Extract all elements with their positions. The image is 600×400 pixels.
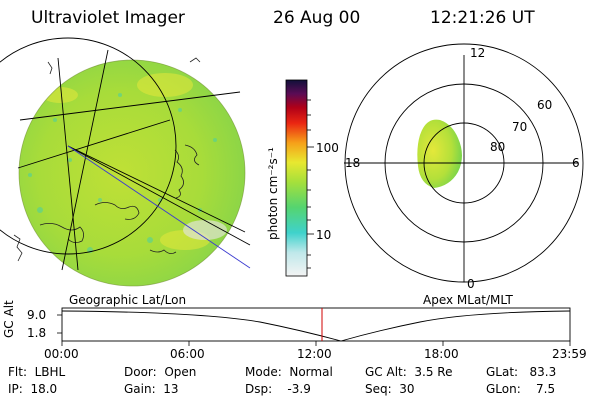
time-tick-0000: 00:00 <box>44 347 79 361</box>
apex-panel-label: Apex MLat/MLT <box>423 293 513 307</box>
altitude-strip <box>57 307 571 346</box>
colorbar-tick-100: 100 <box>316 141 339 155</box>
mlt-label-12: 12 <box>470 46 486 60</box>
dsp-info: Dsp: -3.9 <box>245 382 311 396</box>
mlt-label-6: 6 <box>572 156 580 170</box>
time-tick-1200: 12:00 <box>297 347 332 361</box>
seq-info: Seq: 30 <box>365 382 415 396</box>
colorbar-tick-10: 10 <box>316 228 332 242</box>
mlt-label-18: 18 <box>345 156 361 170</box>
glat-info: GLat: 83.3 <box>486 365 557 379</box>
mlt-label-0: 0 <box>467 277 475 291</box>
gc-alt-info: GC Alt: 3.5 Re <box>365 365 453 379</box>
alt-tick-9: 9.0 <box>27 308 47 322</box>
gain-info: Gain: 13 <box>124 382 179 396</box>
gc-alt-axis-label: GC Alt <box>2 300 16 338</box>
time-tick-1800: 18:00 <box>424 347 459 361</box>
geographic-panel-label: Geographic Lat/Lon <box>69 293 187 307</box>
time-tick-0600: 06:00 <box>170 347 205 361</box>
flt-info: Flt: LBHL <box>8 365 66 379</box>
glon-info: GLon: 7.5 <box>486 382 556 396</box>
alt-tick-1-8: 1.8 <box>27 326 47 340</box>
lat-label-60: 60 <box>537 98 553 112</box>
colorbar-unit-label: photon cm⁻²s⁻¹ <box>266 147 280 240</box>
mode-info: Mode: Normal <box>245 365 333 379</box>
polar-plot <box>344 43 584 283</box>
instrument-title: Ultraviolet Imager <box>31 8 185 28</box>
time-tick-2359: 23:59 <box>552 347 587 361</box>
earth-image <box>0 37 251 287</box>
lat-label-70: 70 <box>512 120 528 134</box>
door-info: Door: Open <box>124 365 197 379</box>
time-label: 12:21:26 UT <box>430 8 535 28</box>
lat-label-80: 80 <box>490 140 506 154</box>
date-label: 26 Aug 00 <box>273 8 361 28</box>
ip-info: IP: 18.0 <box>8 382 58 396</box>
colorbar <box>285 79 314 277</box>
